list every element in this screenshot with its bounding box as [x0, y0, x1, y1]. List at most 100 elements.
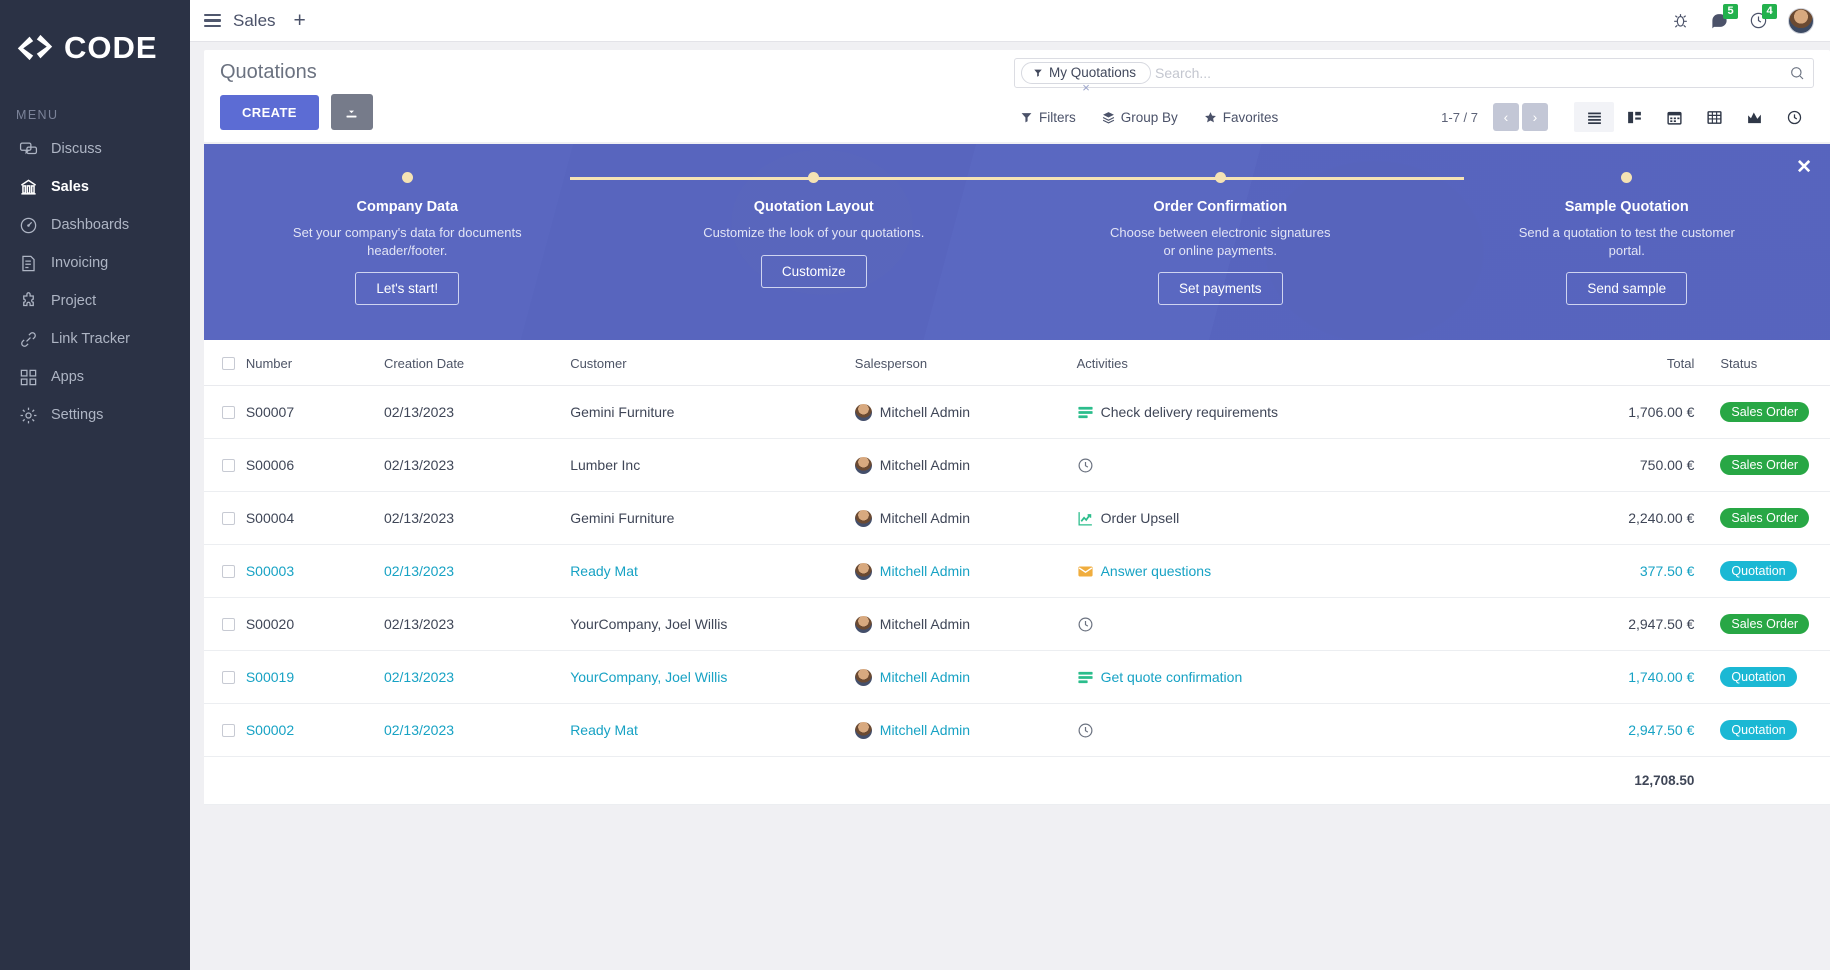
- salesperson-name: Mitchell Admin: [879, 563, 971, 579]
- cell-number: S00002: [245, 703, 384, 757]
- customize-button[interactable]: Customize: [760, 254, 867, 288]
- column-header-customer[interactable]: Customer: [570, 340, 855, 386]
- clock-gray-icon: [1077, 722, 1094, 739]
- cell-customer: Ready Mat: [570, 703, 855, 757]
- sidebar-item-sales[interactable]: Sales: [0, 168, 190, 206]
- row-checkbox[interactable]: [222, 511, 235, 525]
- row-checkbox[interactable]: [222, 723, 235, 737]
- sidebar-item-dashboards[interactable]: Dashboards: [0, 206, 190, 244]
- filters-label: Filters: [1039, 109, 1076, 125]
- cell-status: Quotation: [1704, 544, 1830, 598]
- search-facet-my-quotations[interactable]: My Quotations ×: [1021, 62, 1152, 94]
- salesperson-avatar: [854, 562, 872, 580]
- view-switcher: [1574, 102, 1814, 132]
- row-checkbox[interactable]: [222, 405, 235, 419]
- table-row[interactable]: S00007 02/13/2023 Gemini Furniture Mitch…: [204, 385, 1830, 439]
- sidebar-item-settings[interactable]: Settings: [0, 396, 190, 434]
- panel-header: Quotations CREATE My Quotations ×: [204, 50, 1830, 142]
- select-all-checkbox[interactable]: [222, 357, 235, 370]
- column-header-creation-date[interactable]: Creation Date: [383, 340, 571, 386]
- clock-gray-icon: [1077, 616, 1094, 633]
- sidebar-item-label: Discuss: [51, 141, 102, 157]
- filters-button[interactable]: Filters: [1020, 110, 1076, 125]
- sidebar-item-apps[interactable]: Apps: [0, 358, 190, 396]
- sidebar-item-invoicing[interactable]: Invoicing: [0, 244, 190, 282]
- table-row[interactable]: S00006 02/13/2023 Lumber Inc Mitchell Ad…: [204, 438, 1830, 492]
- banner-close-button[interactable]: ✕: [1796, 157, 1812, 178]
- graph-view-button[interactable]: [1734, 102, 1774, 132]
- step-description: Choose between electronic signatures or …: [1110, 225, 1331, 258]
- bug-icon[interactable]: [1671, 11, 1690, 30]
- cell-activity[interactable]: [1076, 438, 1527, 492]
- cell-activity[interactable]: Order Upsell: [1076, 491, 1527, 545]
- row-checkbox[interactable]: [222, 617, 235, 631]
- row-checkbox[interactable]: [222, 564, 235, 578]
- import-button[interactable]: [330, 94, 373, 130]
- salesperson-avatar: [854, 721, 872, 739]
- activity-label: Check delivery requirements: [1100, 404, 1278, 420]
- lines-green-icon: [1077, 669, 1094, 686]
- salesperson-avatar: [854, 509, 872, 527]
- kanban-view-button[interactable]: [1614, 102, 1654, 132]
- cell-creation-date: 02/13/2023: [383, 597, 571, 651]
- pager-next-button[interactable]: ›: [1522, 103, 1548, 131]
- sidebar-item-label: Invoicing: [51, 255, 109, 271]
- salesperson-avatar: [854, 668, 872, 686]
- cell-customer: Lumber Inc: [570, 438, 855, 492]
- create-button[interactable]: CREATE: [220, 94, 319, 130]
- calendar-view-button[interactable]: [1654, 102, 1694, 132]
- sidebar-item-discuss[interactable]: Discuss: [0, 130, 190, 168]
- cell-creation-date: 02/13/2023: [383, 544, 571, 598]
- salesperson-name: Mitchell Admin: [879, 457, 971, 473]
- facet-remove-button[interactable]: ×: [1082, 80, 1090, 95]
- table-row[interactable]: S00004 02/13/2023 Gemini Furniture Mitch…: [204, 491, 1830, 545]
- star-icon: [1204, 111, 1216, 122]
- pager-previous-button[interactable]: ‹: [1493, 103, 1519, 131]
- pivot-view-button[interactable]: [1694, 102, 1734, 132]
- messages-icon[interactable]: 5: [1710, 4, 1738, 30]
- table-row[interactable]: S00019 02/13/2023 YourCompany, Joel Will…: [204, 650, 1830, 704]
- step-dot-icon: [401, 172, 413, 183]
- cell-activity[interactable]: [1076, 597, 1527, 651]
- row-checkbox[interactable]: [222, 670, 235, 684]
- list-view-button[interactable]: [1574, 102, 1614, 132]
- column-header-salesperson[interactable]: Salesperson: [854, 340, 1077, 386]
- sidebar-item-project[interactable]: Project: [0, 282, 190, 320]
- column-header-status[interactable]: Status: [1704, 340, 1830, 386]
- column-header-activities[interactable]: Activities: [1076, 340, 1527, 386]
- column-header-number[interactable]: Number: [245, 340, 384, 386]
- apps-icon: [18, 367, 38, 387]
- status-badge: Sales Order: [1720, 455, 1810, 475]
- search-input[interactable]: [1151, 65, 1789, 81]
- send-sample-button[interactable]: Send sample: [1566, 272, 1688, 306]
- pager: 1-7 / 7 ‹ ›: [1441, 102, 1814, 132]
- add-button[interactable]: +: [293, 9, 306, 32]
- cell-activity[interactable]: Check delivery requirements: [1076, 385, 1527, 439]
- set-payments-button[interactable]: Set payments: [1157, 272, 1283, 306]
- row-checkbox[interactable]: [222, 458, 235, 472]
- onboarding-step-quotation-layout: Quotation Layout Customize the look of y…: [611, 172, 1018, 340]
- table-row[interactable]: S00002 02/13/2023 Ready Mat Mitchell Adm…: [204, 703, 1830, 757]
- cell-activity[interactable]: Answer questions: [1076, 544, 1527, 598]
- table-row[interactable]: S00020 02/13/2023 YourCompany, Joel Will…: [204, 597, 1830, 651]
- search-bar[interactable]: My Quotations ×: [1014, 58, 1814, 94]
- table-row[interactable]: S00003 02/13/2023 Ready Mat Mitchell Adm…: [204, 544, 1830, 598]
- activity-view-button[interactable]: [1774, 102, 1814, 132]
- control-links: Filters Group By Favorites: [1020, 110, 1278, 125]
- activity-clock-icon[interactable]: 4: [1749, 4, 1777, 30]
- column-header-total[interactable]: Total: [1526, 340, 1705, 386]
- cell-activity[interactable]: [1076, 703, 1527, 757]
- favorites-button[interactable]: Favorites: [1204, 110, 1278, 125]
- sidebar-item-link-tracker[interactable]: Link Tracker: [0, 320, 190, 358]
- cell-activity[interactable]: Get quote confirmation: [1076, 650, 1527, 704]
- salesperson-name: Mitchell Admin: [879, 404, 971, 420]
- search-icon[interactable]: [1789, 65, 1805, 81]
- avatar[interactable]: [1788, 7, 1814, 34]
- cell-status: Sales Order: [1704, 385, 1830, 439]
- list-icon: [1587, 112, 1601, 124]
- lets-start-button[interactable]: Let's start!: [355, 272, 460, 306]
- hamburger-icon[interactable]: [204, 14, 221, 27]
- sidebar-item-label: Sales: [51, 179, 89, 195]
- group-by-button[interactable]: Group By: [1102, 110, 1178, 125]
- brand[interactable]: CODE: [0, 22, 190, 74]
